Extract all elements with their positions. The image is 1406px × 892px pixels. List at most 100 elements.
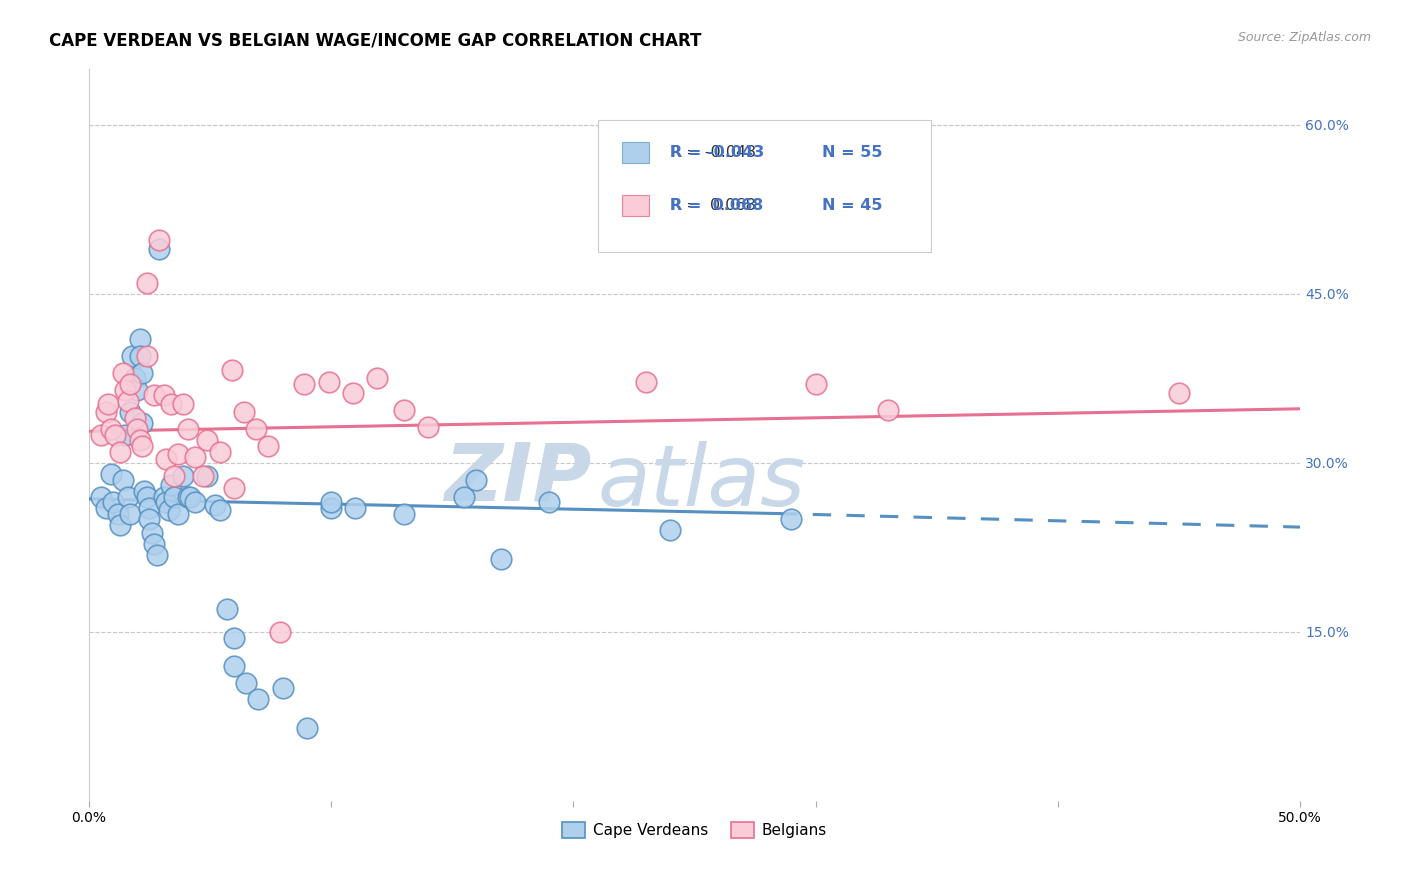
Point	[111, 473, 134, 487]
Point	[224, 631, 246, 645]
Point	[197, 434, 219, 448]
Point	[148, 242, 170, 256]
Point	[138, 500, 160, 515]
Point	[160, 397, 183, 411]
Point	[117, 393, 139, 408]
Point	[153, 388, 176, 402]
Point	[114, 427, 136, 442]
FancyBboxPatch shape	[621, 195, 648, 216]
Point	[100, 422, 122, 436]
Point	[342, 386, 364, 401]
Point	[295, 721, 318, 735]
Point	[104, 427, 127, 442]
Point	[127, 383, 149, 397]
Point	[465, 473, 488, 487]
Point	[224, 481, 246, 495]
Point	[318, 375, 340, 389]
Point	[208, 444, 231, 458]
Point	[131, 417, 153, 431]
Text: Source: ZipAtlas.com: Source: ZipAtlas.com	[1237, 31, 1371, 45]
Point	[224, 658, 246, 673]
Point	[634, 375, 657, 389]
Text: R =  0.068: R = 0.068	[671, 198, 756, 213]
Legend: Cape Verdeans, Belgians: Cape Verdeans, Belgians	[555, 815, 832, 845]
Point	[453, 490, 475, 504]
Point	[319, 500, 342, 515]
Point	[184, 495, 207, 509]
Text: N = 45: N = 45	[821, 198, 882, 213]
Point	[153, 490, 176, 504]
Point	[110, 517, 132, 532]
Point	[135, 349, 157, 363]
Point	[162, 469, 184, 483]
Point	[167, 447, 190, 461]
Point	[392, 403, 415, 417]
Point	[184, 450, 207, 465]
Point	[157, 503, 180, 517]
Point	[659, 524, 682, 538]
Point	[145, 548, 167, 562]
Point	[877, 403, 900, 417]
FancyBboxPatch shape	[621, 143, 648, 163]
Point	[215, 602, 238, 616]
Text: CAPE VERDEAN VS BELGIAN WAGE/INCOME GAP CORRELATION CHART: CAPE VERDEAN VS BELGIAN WAGE/INCOME GAP …	[49, 31, 702, 49]
Point	[111, 366, 134, 380]
Point	[538, 495, 561, 509]
Text: R = -0.043: R = -0.043	[671, 145, 756, 161]
Point	[155, 452, 177, 467]
Point	[1168, 386, 1191, 401]
Text: R =  0.068: R = 0.068	[671, 198, 763, 213]
Point	[235, 675, 257, 690]
Point	[319, 495, 342, 509]
Point	[392, 507, 415, 521]
Point	[221, 363, 243, 377]
Point	[107, 507, 129, 521]
Point	[780, 512, 803, 526]
Point	[344, 500, 367, 515]
Point	[416, 419, 439, 434]
Point	[121, 349, 143, 363]
Point	[110, 444, 132, 458]
Point	[101, 495, 124, 509]
Point	[191, 469, 214, 483]
Point	[179, 490, 201, 504]
Point	[141, 525, 163, 540]
Point	[271, 681, 294, 696]
Point	[366, 371, 388, 385]
Point	[118, 405, 141, 419]
Point	[138, 512, 160, 526]
Point	[148, 233, 170, 247]
Point	[177, 490, 200, 504]
Point	[118, 376, 141, 391]
Text: atlas: atlas	[598, 441, 806, 524]
Point	[97, 397, 120, 411]
Text: R = -0.043: R = -0.043	[671, 145, 765, 161]
Point	[90, 427, 112, 442]
Point	[197, 469, 219, 483]
Point	[204, 498, 226, 512]
Point	[135, 490, 157, 504]
Point	[247, 692, 270, 706]
Point	[172, 397, 194, 411]
Point	[162, 490, 184, 504]
Point	[100, 467, 122, 482]
Point	[172, 469, 194, 483]
Point	[135, 276, 157, 290]
Point	[90, 490, 112, 504]
Point	[128, 434, 150, 448]
Point	[143, 537, 166, 551]
Point	[257, 439, 280, 453]
Point	[131, 366, 153, 380]
Point	[489, 551, 512, 566]
Point	[127, 422, 149, 436]
Point	[94, 500, 117, 515]
Text: N = 55: N = 55	[821, 145, 882, 161]
Point	[269, 624, 291, 639]
Point	[232, 405, 254, 419]
FancyBboxPatch shape	[598, 120, 931, 252]
Point	[143, 388, 166, 402]
Point	[94, 405, 117, 419]
Point	[131, 439, 153, 453]
Point	[155, 495, 177, 509]
Point	[177, 422, 200, 436]
